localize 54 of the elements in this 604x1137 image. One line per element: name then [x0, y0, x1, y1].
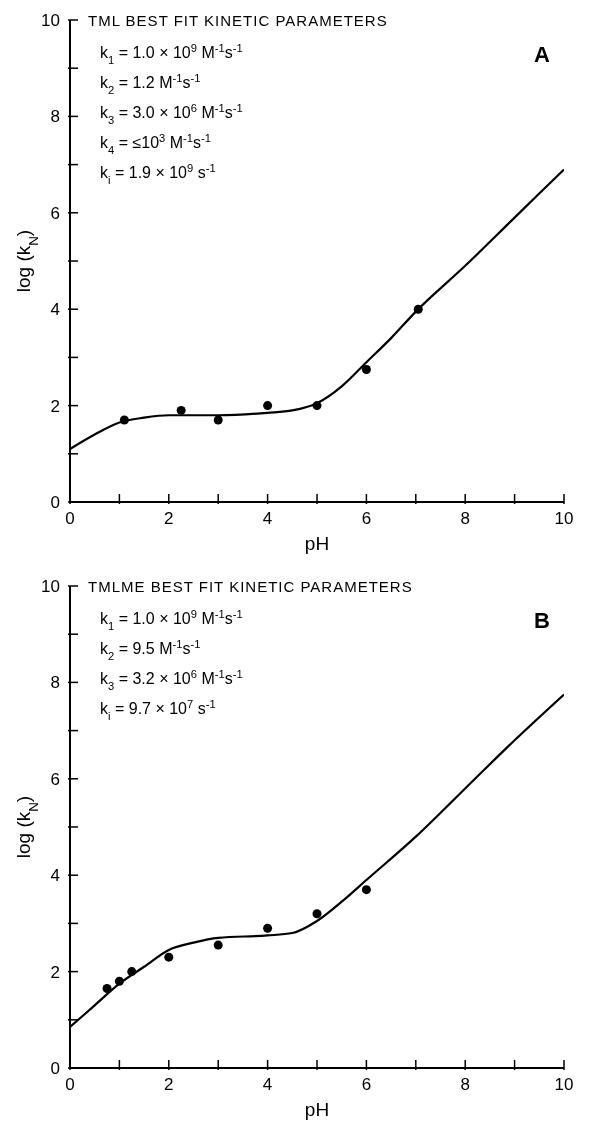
- x-tick-label: 8: [460, 1075, 470, 1094]
- x-axis-title: pH: [304, 533, 330, 554]
- x-tick-label: 2: [164, 1075, 174, 1094]
- x-tick-label: 8: [460, 509, 470, 528]
- point: [213, 415, 223, 425]
- y-tick-label: 8: [50, 107, 60, 127]
- y-tick-label: 0: [50, 1059, 60, 1078]
- x-tick-label: 4: [262, 1075, 273, 1094]
- chart-title: TMLME BEST FIT KINETIC PARAMETERS: [88, 578, 413, 595]
- annotation: k$_{3}$ = 3.2 × 10$^{6}$ M$^{-1}$s$^{-1}$: [100, 668, 243, 692]
- y-tick-label: 10: [41, 577, 60, 596]
- point: [361, 364, 371, 374]
- annotation: k$_{i}$ = 1.9 × 10$^{9}$ s$^{-1}$: [100, 162, 216, 186]
- annotation: k$_{2}$ = 1.2 M$^{-1}$s$^{-1}$: [100, 72, 201, 96]
- annotation: k$_{1}$ = 1.0 × 10$^{9}$ M$^{-1}$s$^{-1}$: [100, 608, 243, 632]
- y-tick-label: 2: [50, 396, 60, 416]
- annotation: A: [534, 42, 550, 67]
- point: [312, 909, 322, 919]
- x-tick-label: 0: [65, 509, 75, 528]
- annotation: k$_{3}$ = 3.0 × 10$^{6}$ M$^{-1}$s$^{-1}$: [100, 102, 243, 126]
- point: [164, 952, 174, 962]
- chart-title: TML BEST FIT KINETIC PARAMETERS: [88, 12, 388, 29]
- y-tick-label: 4: [50, 866, 60, 886]
- y-tick-label: 6: [50, 203, 60, 223]
- point: [127, 967, 137, 977]
- y-tick-label: 4: [50, 300, 60, 320]
- point: [413, 304, 423, 314]
- point: [102, 983, 112, 993]
- x-tick-label: 4: [262, 509, 273, 528]
- point: [263, 923, 273, 933]
- y-tick-label: 0: [50, 493, 60, 512]
- x-tick-label: 2: [164, 509, 174, 528]
- annotation: k$_{4}$ = ≤10$^{3}$ M$^{-1}$s$^{-1}$: [100, 132, 211, 156]
- annotation: B: [534, 608, 550, 633]
- point: [312, 401, 322, 411]
- point: [119, 415, 129, 425]
- x-tick-label: 10: [554, 1075, 574, 1094]
- x-tick-label: 6: [361, 1075, 372, 1094]
- annotation: k$_{i}$ = 9.7 × 10$^{7}$ s$^{-1}$: [100, 698, 216, 722]
- x-tick-label: 0: [65, 1075, 75, 1094]
- point: [263, 401, 273, 411]
- y-tick-label: 6: [50, 769, 60, 789]
- x-tick-label: 6: [361, 509, 372, 528]
- point: [114, 976, 124, 986]
- annotation: k$_{1}$ = 1.0 × 10$^{9}$ M$^{-1}$s$^{-1}$: [100, 42, 243, 66]
- point: [213, 940, 223, 950]
- y-tick-label: 2: [50, 962, 60, 982]
- y-tick-label: 8: [50, 673, 60, 693]
- point: [361, 885, 371, 895]
- point: [176, 405, 186, 415]
- annotation: k$_{2}$ = 9.5 M$^{-1}$s$^{-1}$: [100, 638, 201, 662]
- x-tick-label: 10: [554, 509, 574, 528]
- y-tick-label: 10: [41, 11, 60, 30]
- x-axis-title: pH: [304, 1099, 330, 1120]
